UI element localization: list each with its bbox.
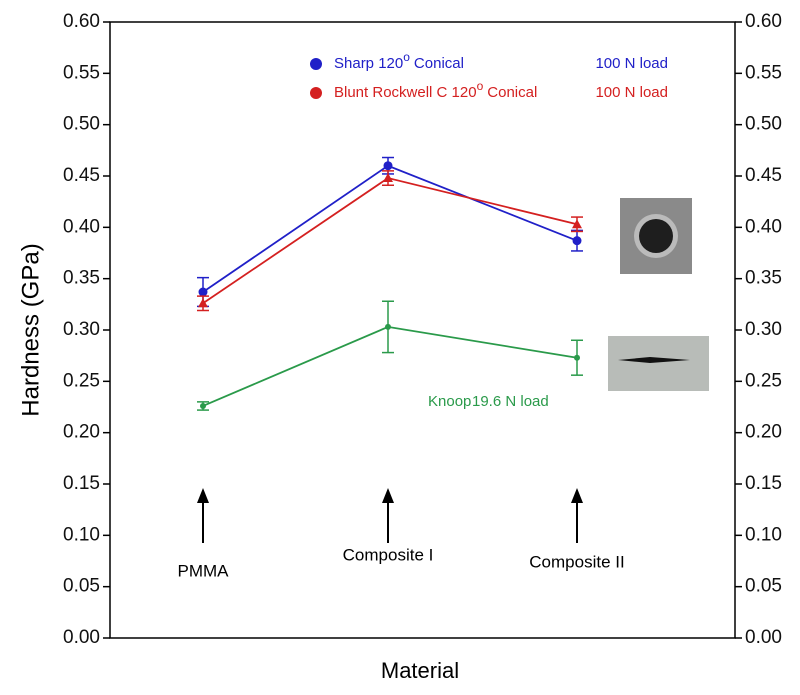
indent-image-conical (620, 198, 692, 274)
y-tick-label: 0.10 (63, 524, 100, 545)
legend-label-part: Conical (414, 55, 464, 72)
indent-image-knoop (608, 336, 709, 391)
y2-tick-label: 0.30 (745, 319, 782, 340)
marker (383, 173, 393, 183)
y2-tick-label: 0.55 (745, 62, 782, 83)
y-tick-label: 0.30 (63, 319, 100, 340)
y2-tick-label: 0.00 (745, 627, 782, 648)
y-tick-label: 0.15 (63, 473, 100, 494)
marker (572, 219, 582, 229)
y2-tick-label: 0.45 (745, 165, 782, 186)
marker (198, 298, 208, 308)
legend-label-part: Blunt Rockwell C 120 (334, 84, 477, 101)
arrow-head (382, 488, 394, 503)
arrow-head (571, 488, 583, 503)
marker (572, 236, 582, 246)
marker (385, 323, 391, 330)
arrow-head (197, 488, 209, 503)
y-tick-label: 0.20 (63, 422, 100, 443)
y-tick-label: 0.55 (63, 62, 100, 83)
legend-label-part: Sharp 120 (334, 55, 403, 72)
legend-marker (310, 87, 322, 99)
series-annotation-load: 19.6 N load (472, 393, 549, 410)
legend-load: 100 N load (595, 55, 668, 72)
series-line (202, 177, 578, 305)
y-tick-label: 0.50 (63, 114, 100, 135)
y-tick-label: 0.25 (63, 370, 100, 391)
x-axis-label: Material (381, 658, 459, 683)
y-tick-label: 0.45 (63, 165, 100, 186)
y-tick-label: 0.05 (63, 576, 100, 597)
y2-tick-label: 0.60 (745, 11, 782, 32)
marker (198, 287, 208, 297)
y2-tick-label: 0.05 (745, 576, 782, 597)
y-tick-label: 0.60 (63, 11, 100, 32)
legend-label-part: o (477, 79, 484, 93)
marker (574, 354, 580, 361)
category-label: Composite I (343, 545, 434, 564)
category-label: PMMA (178, 561, 230, 580)
y2-tick-label: 0.40 (745, 216, 782, 237)
legend-label-part: Conical (487, 84, 537, 101)
y-tick-label: 0.40 (63, 216, 100, 237)
marker (200, 402, 206, 409)
category-label: Composite II (529, 552, 624, 571)
legend-label: Blunt Rockwell C 120o Conical (334, 79, 537, 101)
series-annotation: Knoop (428, 393, 471, 410)
marker (383, 161, 393, 171)
y-tick-label: 0.35 (63, 268, 100, 289)
y2-tick-label: 0.10 (745, 524, 782, 545)
y-axis-label: Hardness (GPa) (17, 243, 44, 416)
y2-tick-label: 0.25 (745, 370, 782, 391)
y2-tick-label: 0.15 (745, 473, 782, 494)
y2-tick-label: 0.20 (745, 422, 782, 443)
legend-marker (310, 58, 322, 70)
legend-label-part: o (403, 50, 410, 64)
legend-load: 100 N load (595, 84, 668, 101)
y-tick-label: 0.00 (63, 627, 100, 648)
y2-tick-label: 0.35 (745, 268, 782, 289)
legend-label: Sharp 120o Conical (334, 50, 464, 72)
y2-tick-label: 0.50 (745, 114, 782, 135)
